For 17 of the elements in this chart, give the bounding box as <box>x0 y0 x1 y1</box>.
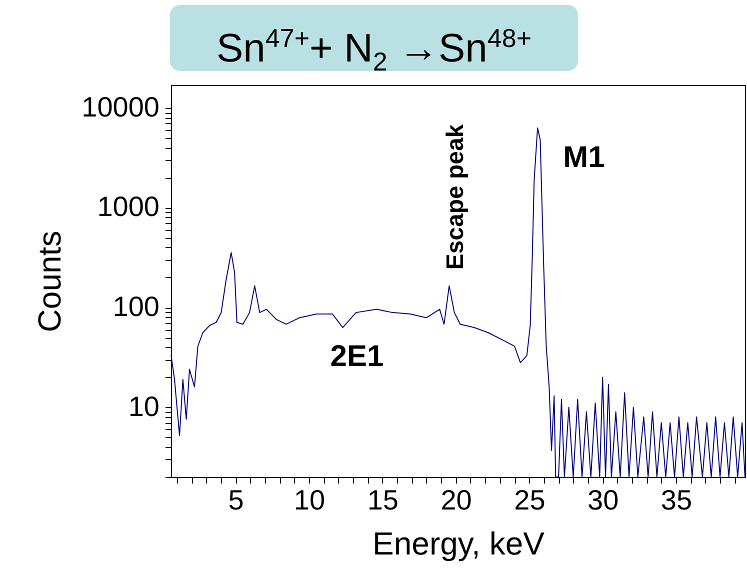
annotation: M1 <box>563 141 605 175</box>
annotation: Escape peak <box>442 124 470 270</box>
x-tick-label: 20 <box>440 484 472 516</box>
x-tick-label: 30 <box>588 484 619 516</box>
y-tick-label: 10 <box>128 390 160 422</box>
x-tick-label: 35 <box>660 484 692 516</box>
x-tick-label: 5 <box>228 484 244 516</box>
annotation: 2E1 <box>330 340 384 374</box>
x-tick-label: 15 <box>367 484 398 516</box>
y-tick-label: 10000 <box>82 91 160 122</box>
x-axis-title: Energy, keV <box>372 526 546 562</box>
y-axis-title: Counts <box>32 230 68 332</box>
y-tick-label: 1000 <box>97 191 160 222</box>
chart-title: Sn$^{47+}$+ N$_{2}$ →Sn$^{48+}$ <box>215 22 533 76</box>
x-tick-label: 10 <box>294 484 326 516</box>
y-tick-label: 100 <box>112 291 160 322</box>
x-tick-label: 25 <box>514 484 546 516</box>
